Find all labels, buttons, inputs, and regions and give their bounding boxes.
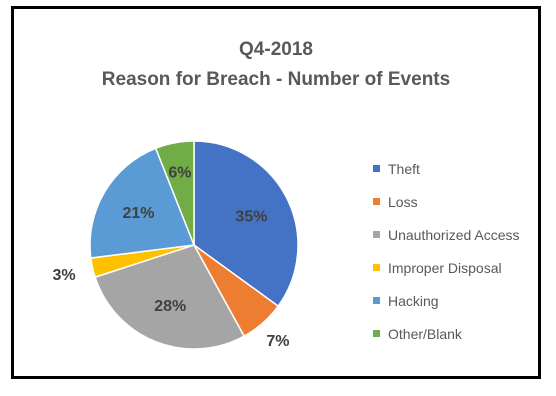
data-label-theft: 35% <box>235 209 267 226</box>
chart-subtitle: Reason for Breach - Number of Events <box>101 69 451 90</box>
legend-item-other-blank: Other/Blank <box>373 317 520 350</box>
pie-slice-theft <box>193 140 299 308</box>
legend-label: Theft <box>388 160 420 177</box>
legend-swatch <box>373 231 380 238</box>
legend-swatch <box>373 330 380 337</box>
legend-item-hacking: Hacking <box>373 284 520 317</box>
legend-label: Hacking <box>388 292 439 309</box>
data-label-hacking: 21% <box>122 205 154 222</box>
data-label-loss: 7% <box>266 333 289 350</box>
legend-item-improper-disposal: Improper Disposal <box>373 251 520 284</box>
legend-item-unauthorized-access: Unauthorized Access <box>373 218 520 251</box>
data-label-unauthorized-access: 28% <box>154 298 186 315</box>
chart-legend: Theft Loss Unauthorized Access Improper Dis… <box>373 152 520 350</box>
pie-chart: 35% 7% 28% 3% 21% 6% <box>53 140 299 350</box>
chart-title: Q4-2018 <box>239 39 313 60</box>
chart-frame: Q4-2018 Reason for Breach - Number of Ev… <box>11 6 541 379</box>
legend-label: Unauthorized Access <box>388 226 520 243</box>
legend-swatch <box>373 198 380 205</box>
legend-swatch <box>373 165 380 172</box>
data-label-improper-disposal: 3% <box>53 267 76 284</box>
legend-label: Other/Blank <box>388 325 462 342</box>
pie-slice-hacking <box>89 147 196 259</box>
legend-label: Loss <box>388 193 418 210</box>
legend-swatch <box>373 297 380 304</box>
pie-slice-other-blank <box>154 140 195 246</box>
data-label-other-blank: 6% <box>168 164 191 181</box>
legend-item-loss: Loss <box>373 185 520 218</box>
pie-slice-unauthorized-access <box>94 244 246 350</box>
legend-item-theft: Theft <box>373 152 520 185</box>
legend-swatch <box>373 264 380 271</box>
legend-label: Improper Disposal <box>388 259 502 276</box>
